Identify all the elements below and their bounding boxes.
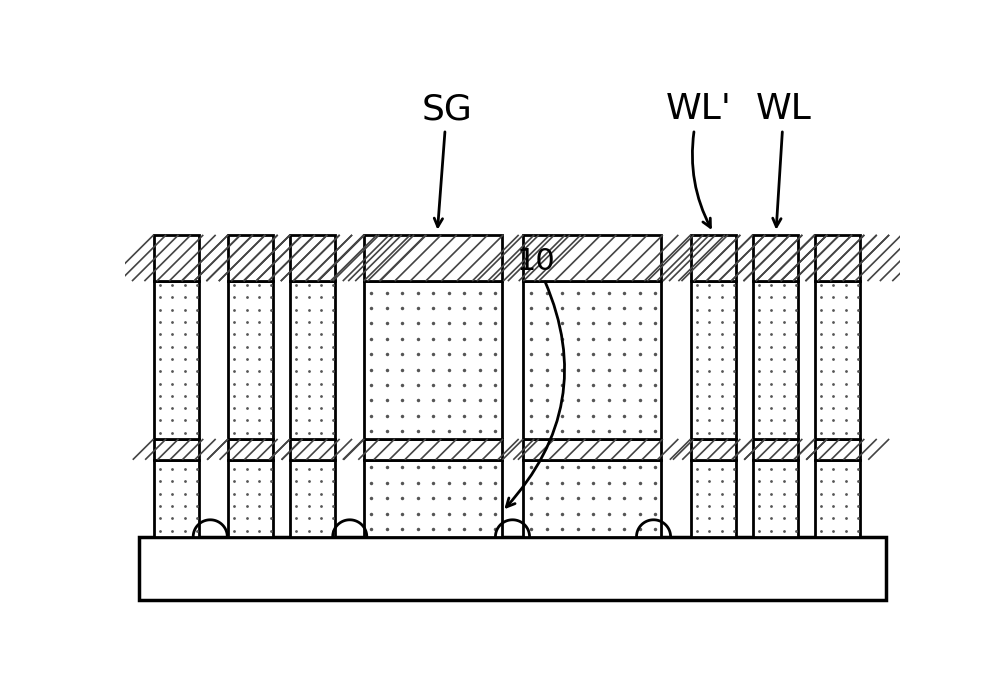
Bar [364,439,502,460]
Text: WL: WL [756,92,812,227]
Bar [815,235,860,281]
Bar [290,281,335,439]
Bar [691,281,736,439]
Bar [228,235,273,281]
Bar [290,235,335,281]
Bar [139,537,886,600]
Bar [154,460,199,537]
Bar [364,460,502,537]
Bar [691,439,736,460]
Bar [364,235,502,281]
Bar [154,439,199,460]
Bar [290,460,335,537]
Bar [753,439,798,460]
Bar [228,460,273,537]
Bar [815,460,860,537]
Bar [691,235,736,281]
Bar [753,460,798,537]
Bar [523,281,661,439]
Text: 10: 10 [506,247,565,507]
Bar [228,439,273,460]
Bar [523,235,661,281]
Text: SG: SG [421,92,472,227]
Text: WL': WL' [666,92,731,227]
Bar [364,281,502,439]
Bar [523,460,661,537]
Bar [753,281,798,439]
Bar [523,439,661,460]
Bar [154,235,199,281]
Bar [290,439,335,460]
Bar [691,460,736,537]
Bar [815,281,860,439]
Bar [154,281,199,439]
Bar [228,281,273,439]
Bar [753,235,798,281]
Bar [815,439,860,460]
